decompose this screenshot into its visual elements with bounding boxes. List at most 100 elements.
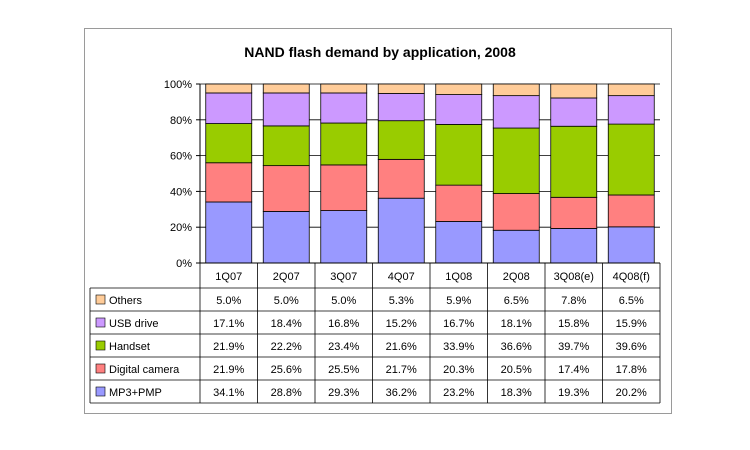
data-cell-value: 23.2% [443,387,474,399]
y-tick-label: 60% [170,151,192,163]
data-cell-value: 15.9% [616,318,647,330]
data-table: 1Q07 2Q07 3Q07 4Q07 1Q08 2Q08 3Q08(e) 4Q08(f) Ot… [89,263,661,404]
data-cell-value: 5.0% [216,295,241,307]
y-tick-label: 0% [176,258,192,270]
data-cell-value: 36.2% [386,387,417,399]
bar-handset-4q07 [377,120,425,160]
data-cell-value: 5.3% [389,295,414,307]
legend-label: MP3+PMP [109,387,162,399]
y-tick-label: 20% [170,222,192,234]
bar-handset-3q08-e- [550,125,598,198]
bar-digital-camera-2q07 [262,165,310,212]
data-cell-value: 28.8% [271,387,302,399]
bar-others-1q08 [435,83,483,95]
chart-title: NAND flash demand by application, 2008 [244,44,516,60]
data-cell-value: 20.3% [443,364,474,376]
data-cell-value: 33.9% [443,341,474,353]
data-cell-value: 17.1% [213,318,244,330]
bar-handset-3q07 [320,122,368,166]
category-label: 4Q08(f) [613,271,650,283]
data-cell-value: 5.9% [446,295,471,307]
data-cell-value: 29.3% [328,387,359,399]
data-cell-value: 18.1% [501,318,532,330]
data-cell-value: 25.5% [328,364,359,376]
data-cell-value: 21.9% [213,341,244,353]
data-cell-value: 25.6% [271,364,302,376]
data-cell-value: 22.2% [271,341,302,353]
category-label: 2Q07 [273,271,300,283]
bar-mp3-pmp-2q08 [492,229,540,264]
data-cell-value: 6.5% [504,295,529,307]
data-cell-value: 18.4% [271,318,302,330]
bar-handset-2q08 [492,127,540,194]
legend-key-others [95,294,106,305]
data-cell-value: 7.8% [561,295,586,307]
data-cell-value: 17.8% [616,364,647,376]
legend-key-digital-camera [95,363,106,374]
bar-others-1q07 [205,83,253,94]
bar-handset-1q08 [435,124,483,186]
bar-usb-drive-1q07 [205,92,253,124]
data-cell-value: 16.8% [328,318,359,330]
category-label: 1Q07 [215,271,242,283]
legend-label: Handset [109,341,150,353]
data-cell-value: 21.7% [386,364,417,376]
data-cell-value: 6.5% [619,295,644,307]
bar-usb-drive-1q08 [435,94,483,125]
category-label: 2Q08 [503,271,530,283]
bar-others-4q07 [377,83,425,94]
bar-mp3-pmp-3q07 [320,210,368,264]
data-cell-value: 16.7% [443,318,474,330]
bar-usb-drive-2q08 [492,95,540,129]
bar-usb-drive-2q07 [262,92,310,127]
data-cell-value: 21.6% [386,341,417,353]
data-cell-value: 39.6% [616,341,647,353]
bar-mp3-pmp-1q08 [435,221,483,264]
bar-others-3q07 [320,83,368,94]
legend-key-mp3-pmp [95,386,106,397]
data-cell-value: 36.6% [501,341,532,353]
bar-handset-4q08-f- [607,123,655,196]
bar-digital-camera-1q07 [205,162,253,203]
data-cell-value: 39.7% [558,341,589,353]
bar-mp3-pmp-4q07 [377,197,425,264]
bar-handset-2q07 [262,125,310,167]
bar-usb-drive-3q08-e- [550,97,598,127]
bar-digital-camera-4q08-f- [607,194,655,228]
bar-usb-drive-3q07 [320,92,368,124]
bar-digital-camera-3q08-e- [550,196,598,229]
data-cell-value: 19.3% [558,387,589,399]
legend-key-usb-drive [95,317,106,328]
data-cell-value: 34.1% [213,387,244,399]
bar-usb-drive-4q07 [377,93,425,122]
y-tick-label: 40% [170,186,192,198]
data-cell-value: 5.0% [274,295,299,307]
data-cell-value: 20.5% [501,364,532,376]
category-label: 1Q08 [445,271,472,283]
data-cell-value: 23.4% [328,341,359,353]
data-cell-value: 21.9% [213,364,244,376]
data-cell-value: 5.0% [331,295,356,307]
data-cell-value: 15.2% [386,318,417,330]
bar-mp3-pmp-3q08-e- [550,228,598,264]
data-cell-value: 18.3% [501,387,532,399]
bar-digital-camera-4q07 [377,158,425,199]
bar-mp3-pmp-4q08-f- [607,226,655,264]
legend-label: Others [109,295,143,307]
bar-mp3-pmp-1q07 [205,201,253,264]
y-tick-label: 80% [170,115,192,127]
y-tick-label: 100% [164,79,192,91]
bar-digital-camera-1q08 [435,184,483,222]
bar-others-2q07 [262,83,310,94]
bar-digital-camera-2q08 [492,193,540,231]
bar-others-2q08 [492,83,540,97]
data-cell-value: 17.4% [558,364,589,376]
category-label: 3Q07 [330,271,357,283]
legend-label: Digital camera [109,364,180,376]
legend-key-handset [95,340,106,351]
data-cell-value: 15.8% [558,318,589,330]
data-cell-value: 20.2% [616,387,647,399]
category-label: 3Q08(e) [554,271,594,283]
bar-mp3-pmp-2q07 [262,211,310,264]
